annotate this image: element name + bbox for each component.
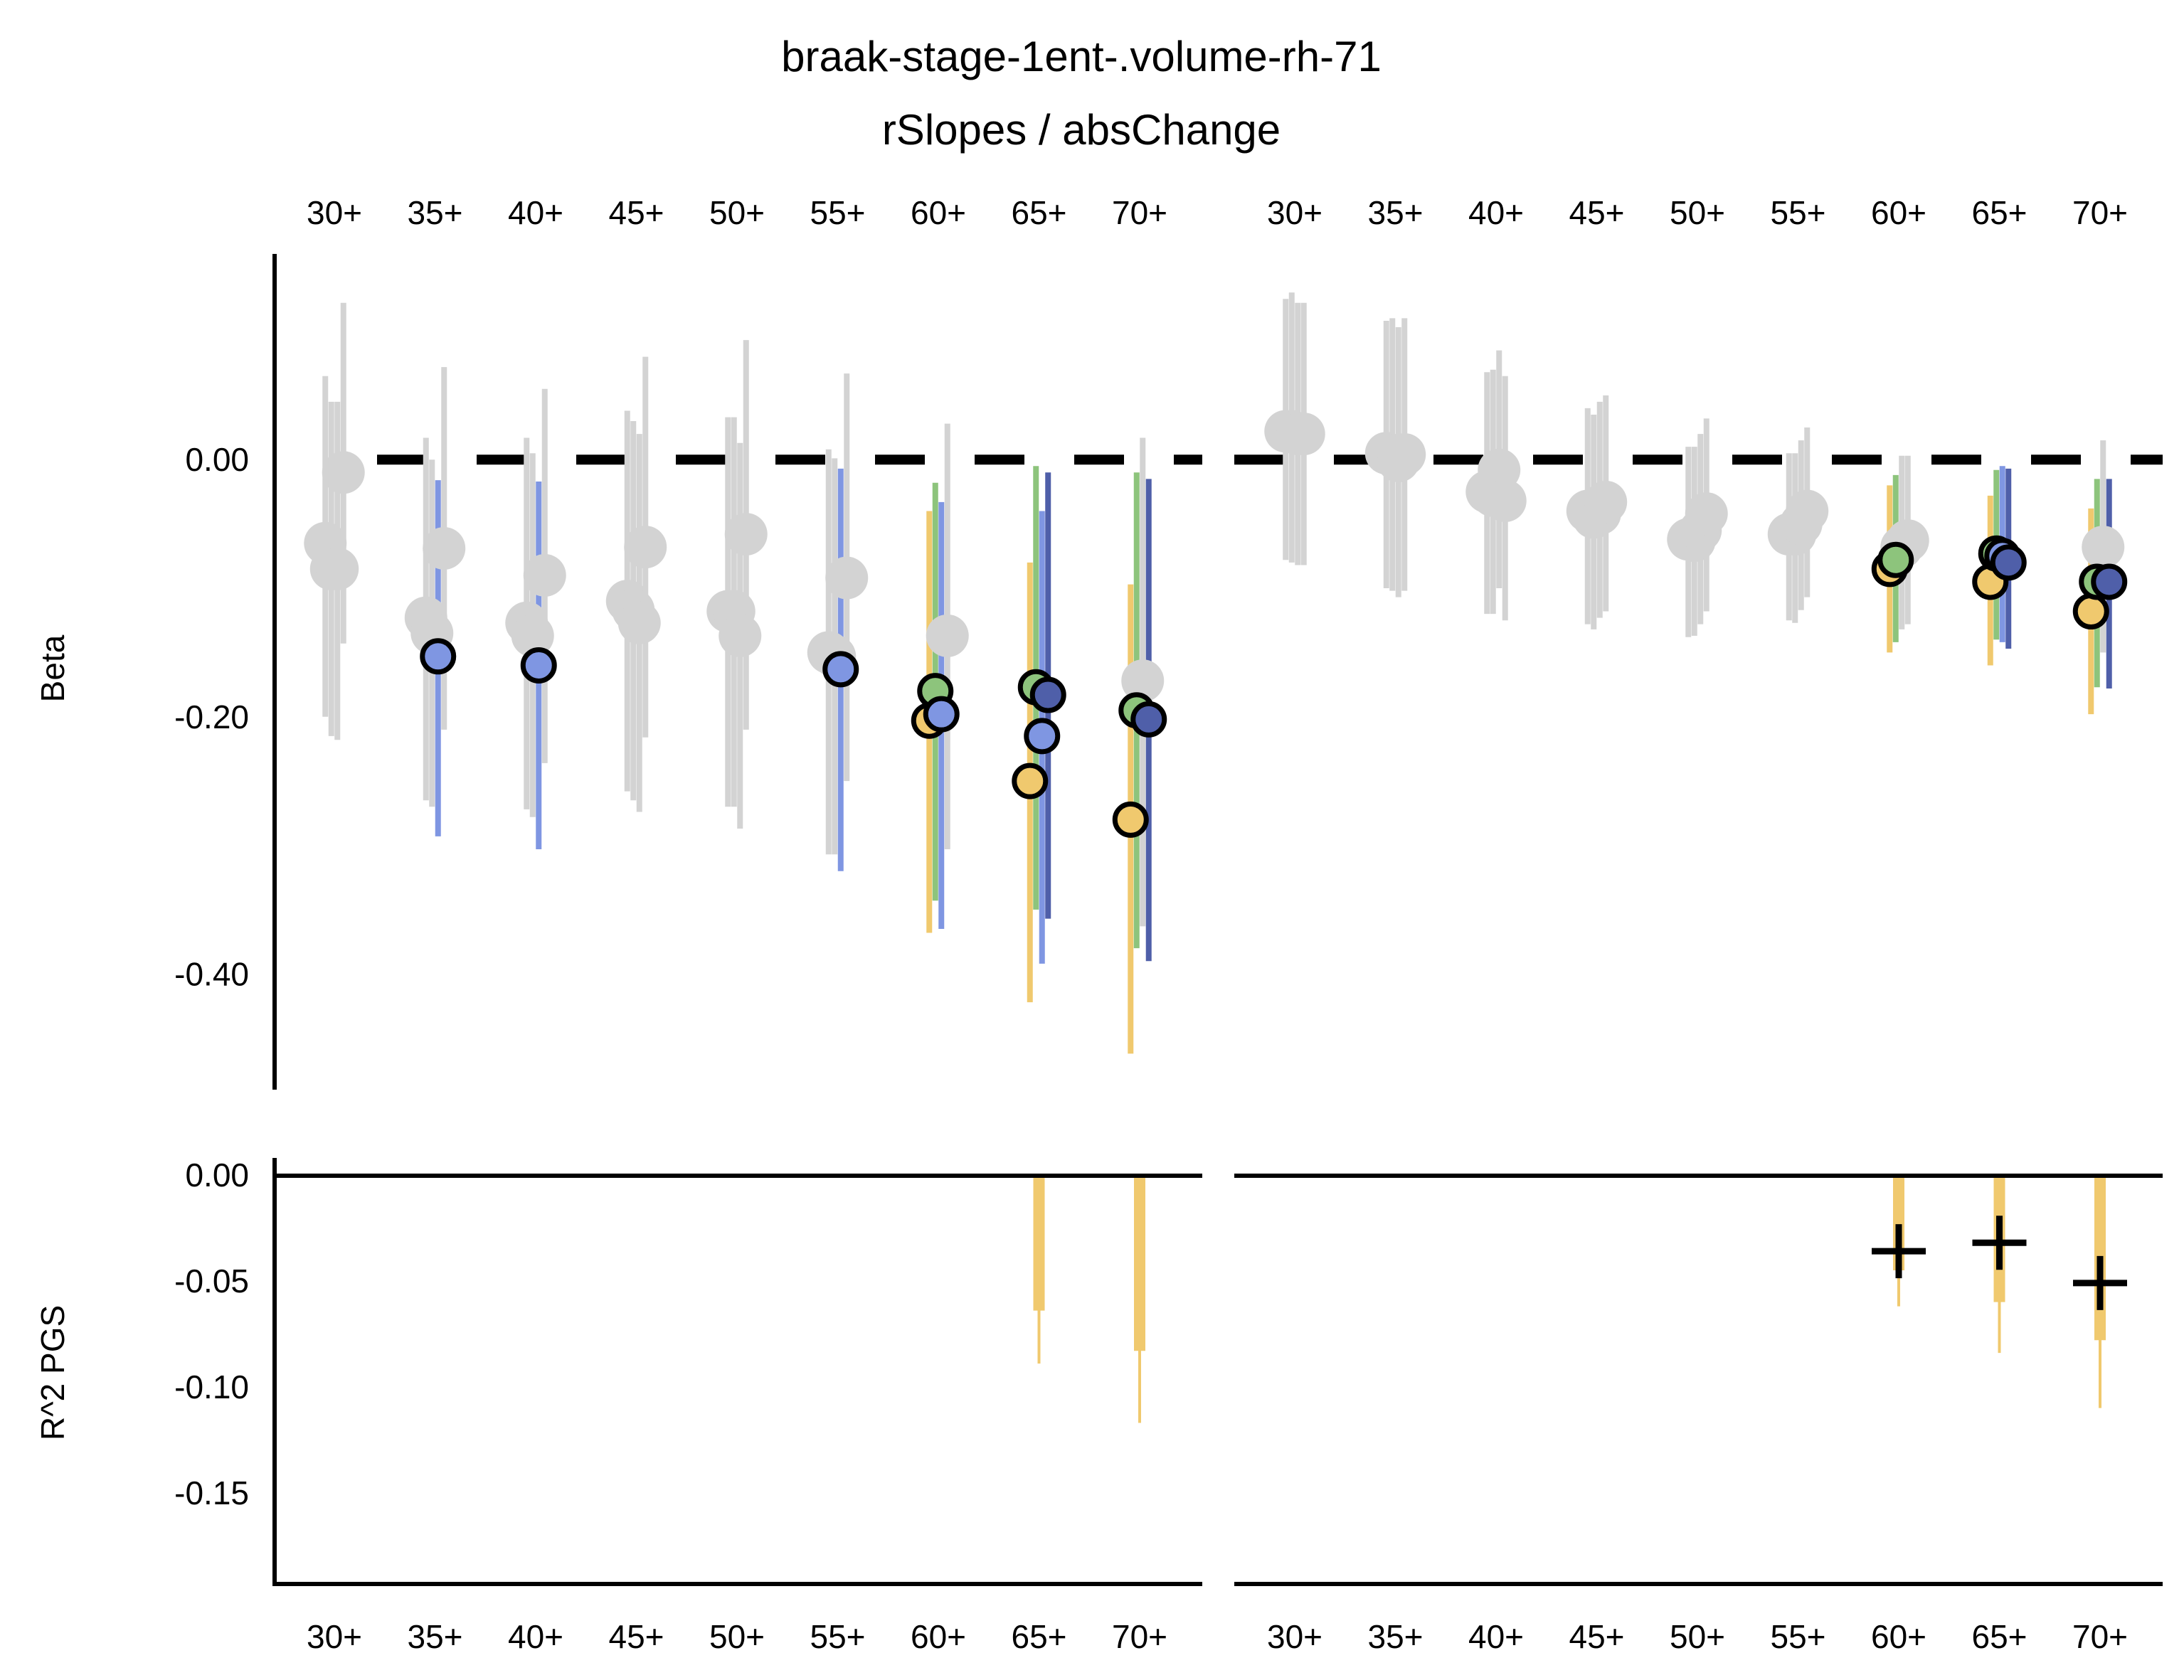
x-tick-label: 40+ <box>1468 1618 1524 1655</box>
y-tick-label: -0.40 <box>174 955 249 992</box>
x-tick-label: 55+ <box>1770 194 1825 231</box>
x-tick-label: 35+ <box>407 194 462 231</box>
nonsignificant-point <box>322 451 365 494</box>
x-tick-label: 60+ <box>911 1618 966 1655</box>
bottom-x-tick-labels: 30+ 35+ 40+ 45+ 50+ 55+ 60+ 65+ 70+ 30+ 35+ 40+ 45+ 5… <box>307 1618 2128 1655</box>
r2-y-tick-labels: 0.00 -0.05 -0.10 -0.15 <box>174 1157 249 1511</box>
x-tick-label: 65+ <box>1971 1618 2027 1655</box>
x-tick-label: 55+ <box>810 1618 865 1655</box>
x-tick-label: 45+ <box>1569 1618 1624 1655</box>
nonsignificant-point <box>1584 480 1628 523</box>
nonsignificant-point <box>825 556 869 600</box>
nonsignificant-point <box>511 614 554 657</box>
beta-axis-label: Beta <box>34 634 71 702</box>
x-tick-label: 35+ <box>1367 1618 1423 1655</box>
x-tick-label: 35+ <box>407 1618 462 1655</box>
y-tick-label: -0.05 <box>174 1262 249 1299</box>
significant-point <box>1990 544 2027 581</box>
nonsignificant-point <box>523 553 566 597</box>
significant-point <box>420 638 457 675</box>
x-tick-label: 70+ <box>1112 1618 1167 1655</box>
x-tick-label: 45+ <box>608 1618 664 1655</box>
x-tick-label: 30+ <box>1267 1618 1322 1655</box>
significant-point <box>1029 676 1066 713</box>
nonsignificant-point <box>1121 659 1165 703</box>
significant-point <box>822 651 859 688</box>
y-tick-label: 0.00 <box>185 1157 249 1193</box>
x-tick-label: 60+ <box>911 194 966 231</box>
significant-point <box>1024 718 1061 755</box>
x-tick-label: 45+ <box>608 194 664 231</box>
y-tick-label: -0.15 <box>174 1474 249 1511</box>
x-tick-label: 30+ <box>307 194 362 231</box>
significant-point <box>1877 541 1914 578</box>
x-tick-label: 65+ <box>1011 1618 1066 1655</box>
x-tick-label: 35+ <box>1367 194 1423 231</box>
r2-panel <box>1033 1174 2127 1423</box>
significant-point <box>923 696 960 733</box>
significant-point <box>1012 762 1049 799</box>
beta-y-tick-labels: 0.00 -0.20 -0.40 <box>174 441 249 992</box>
chart-subtitle: rSlopes / absChange <box>882 106 1281 154</box>
y-tick-label: 0.00 <box>185 441 249 478</box>
significant-point <box>1130 701 1167 738</box>
nonsignificant-point <box>316 547 359 590</box>
x-tick-label: 70+ <box>1112 194 1167 231</box>
nonsignificant-point <box>724 513 768 556</box>
x-tick-label: 65+ <box>1011 194 1066 231</box>
x-tick-label: 30+ <box>1267 194 1322 231</box>
nonsignificant-point <box>617 601 661 644</box>
nonsignificant-point <box>2082 526 2125 569</box>
nonsignificant-point <box>926 614 969 657</box>
significant-point <box>1112 801 1149 838</box>
significant-point <box>2072 593 2109 630</box>
x-tick-label: 60+ <box>1871 1618 1926 1655</box>
x-tick-label: 40+ <box>508 1618 563 1655</box>
x-tick-label: 40+ <box>508 194 563 231</box>
x-tick-label: 70+ <box>2072 194 2128 231</box>
nonsignificant-point <box>1786 489 1829 533</box>
significant-point <box>520 647 557 684</box>
y-tick-label: -0.20 <box>174 698 249 735</box>
top-x-tick-labels: 30+ 35+ 40+ 45+ 50+ 55+ 60+ 65+ 70+ 30+ 35+ 40+ 45+ 5… <box>307 194 2128 231</box>
x-tick-label: 40+ <box>1468 194 1524 231</box>
x-tick-label: 45+ <box>1569 194 1624 231</box>
x-tick-label: 50+ <box>709 194 765 231</box>
r2-axis-label: R^2 PGS <box>34 1305 71 1440</box>
nonsignificant-point <box>423 526 466 570</box>
nonsignificant-point <box>1483 479 1527 523</box>
x-tick-label: 70+ <box>2072 1618 2128 1655</box>
x-tick-label: 30+ <box>307 1618 362 1655</box>
x-tick-label: 55+ <box>1770 1618 1825 1655</box>
chart-title: braak-stage-1ent-.volume-rh-71 <box>781 33 1382 80</box>
x-tick-label: 50+ <box>709 1618 765 1655</box>
x-tick-label: 50+ <box>1670 194 1725 231</box>
nonsignificant-point <box>624 526 667 569</box>
nonsignificant-point <box>1383 433 1426 476</box>
x-tick-label: 65+ <box>1971 194 2027 231</box>
x-tick-label: 55+ <box>810 194 865 231</box>
nonsignificant-point <box>1685 492 1728 536</box>
x-tick-label: 60+ <box>1871 194 1926 231</box>
y-tick-label: -0.10 <box>174 1368 249 1405</box>
nonsignificant-point <box>1282 413 1325 456</box>
beta-panel <box>304 292 2163 1054</box>
significant-point <box>2091 563 2128 600</box>
nonsignificant-point <box>719 614 762 657</box>
x-tick-label: 50+ <box>1670 1618 1725 1655</box>
